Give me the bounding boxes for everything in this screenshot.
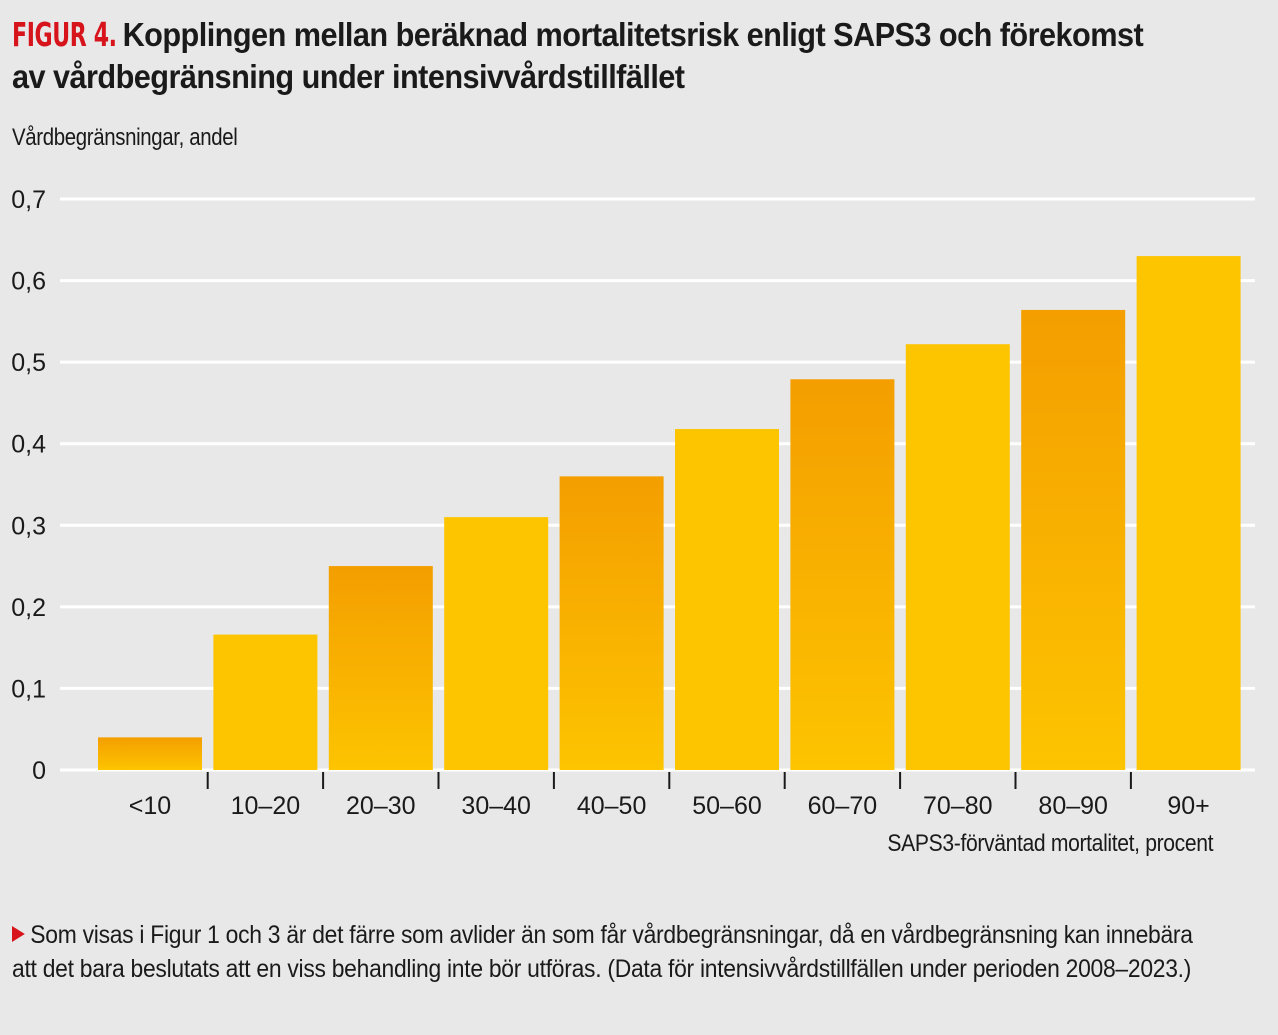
y-tick-label: 0,7 <box>11 186 46 214</box>
figure-label: FIGUR 4. <box>12 15 117 54</box>
y-tick-label: 0 <box>32 757 46 785</box>
bar-chart: 0 0,1 0,2 0,3 0,4 0,5 0,6 0,7 <10 10–20 20–30 30–4… <box>11 186 1255 820</box>
triangle-bullet-icon <box>12 926 25 942</box>
x-axis-label: SAPS3-förväntad mortalitet, procent <box>887 830 1213 857</box>
x-tick-label: 80–90 <box>1038 792 1108 820</box>
y-axis-label: Vårdbegränsningar, andel <box>12 124 238 151</box>
x-axis-ticks <box>206 772 1132 789</box>
x-tick-label: 90+ <box>1167 792 1209 820</box>
figure-title: Kopplingen mellan beräknad mortalitetsri… <box>12 16 1144 95</box>
bar <box>213 634 318 770</box>
x-tick-label: 50–60 <box>692 792 762 820</box>
y-axis-ticks: 0 0,1 0,2 0,3 0,4 0,5 0,6 0,7 <box>11 186 46 785</box>
y-tick-label: 0,3 <box>11 512 46 540</box>
x-tick-label: 20–30 <box>346 792 416 820</box>
bar <box>790 379 895 770</box>
x-tick-label: 40–50 <box>577 792 647 820</box>
footnote: Som visas i Figur 1 och 3 är det färre s… <box>12 918 1202 986</box>
y-tick-label: 0,1 <box>11 675 46 703</box>
y-tick-label: 0,6 <box>11 268 46 296</box>
bar <box>444 517 549 770</box>
y-tick-label: 0,2 <box>11 594 46 622</box>
bar <box>905 344 1010 770</box>
bar <box>1021 309 1126 770</box>
y-tick-label: 0,5 <box>11 349 46 377</box>
x-axis-labels: <10 10–20 20–30 30–40 40–50 50–60 60–70 70–80 80… <box>129 792 1210 820</box>
footnote-text: Som visas i Figur 1 och 3 är det färre s… <box>12 921 1193 983</box>
bar <box>98 737 202 770</box>
bar <box>328 566 433 770</box>
y-tick-label: 0,4 <box>11 431 46 459</box>
x-tick-label: 30–40 <box>461 792 531 820</box>
x-tick-label: <10 <box>129 792 171 820</box>
bar <box>559 476 664 770</box>
x-tick-label: 60–70 <box>808 792 878 820</box>
bars <box>98 256 1241 771</box>
x-tick-label: 70–80 <box>923 792 993 820</box>
chart-title: FIGUR 4. Kopplingen mellan beräknad mort… <box>12 14 1175 98</box>
x-tick-label: 10–20 <box>231 792 301 820</box>
bar <box>1136 256 1241 771</box>
bar <box>675 429 779 770</box>
